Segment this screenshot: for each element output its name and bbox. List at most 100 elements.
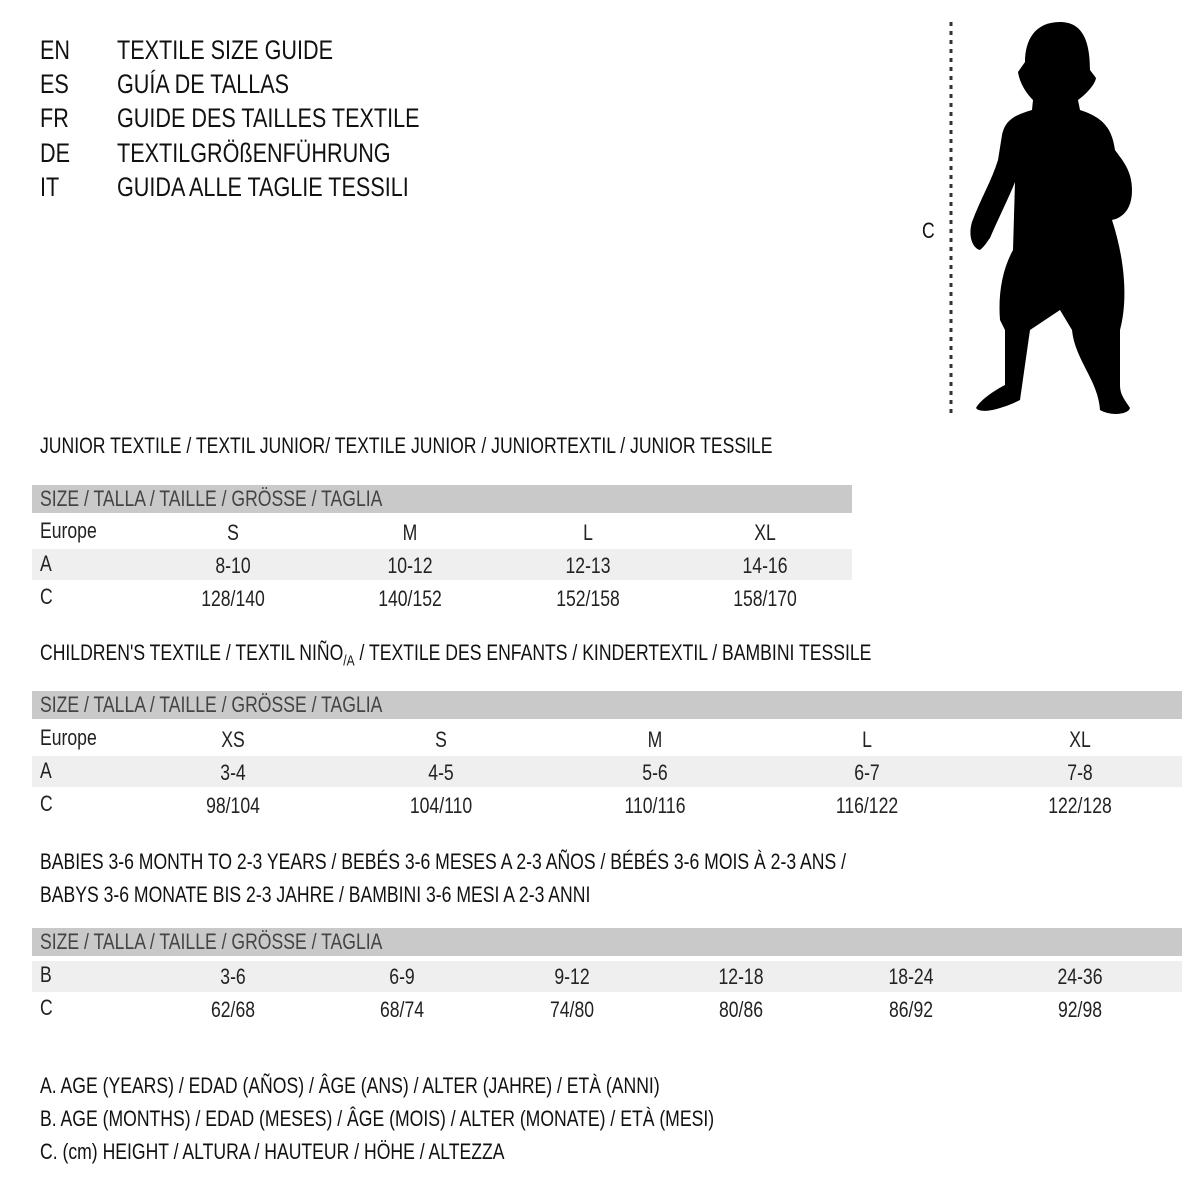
table-cell: L bbox=[583, 520, 600, 546]
lang-code: DE bbox=[40, 138, 78, 168]
cell-text: 86/92 bbox=[888, 997, 934, 1022]
legend-c: C. (cm) HEIGHT / ALTURA / HAUTEUR / HÖHE… bbox=[40, 1139, 621, 1165]
cell-text: 122/128 bbox=[1048, 793, 1112, 818]
cell-text: M bbox=[402, 520, 418, 545]
junior-title-text: JUNIOR TEXTILE / TEXTIL JUNIOR/ TEXTILE … bbox=[40, 433, 773, 458]
lang-title-text: GUÍA DE TALLAS bbox=[117, 69, 290, 99]
cell-text: 158/170 bbox=[733, 586, 797, 611]
cell-text: 5-6 bbox=[642, 760, 668, 785]
cell-text: XS bbox=[221, 727, 245, 752]
cell-text: S bbox=[227, 520, 239, 545]
legend-text: B. AGE (MONTHS) / EDAD (MESES) / ÂGE (MO… bbox=[40, 1106, 715, 1131]
table-cell: 158/170 bbox=[733, 586, 845, 612]
row-label: A bbox=[40, 758, 55, 784]
table-cell: M bbox=[403, 520, 428, 546]
cell-text: L bbox=[583, 520, 593, 545]
cell-text: XL bbox=[1069, 727, 1091, 752]
cell-text: 3-6 bbox=[220, 964, 246, 989]
row-label: C bbox=[40, 584, 56, 610]
legend-b: B. AGE (MONTHS) / EDAD (MESES) / ÂGE (MO… bbox=[40, 1106, 883, 1132]
row-label-text: Europe bbox=[40, 518, 97, 543]
silhouette-shape bbox=[970, 22, 1132, 414]
table-cell: 12-13 bbox=[565, 553, 644, 579]
lang-title: GUIDE DES TAILLES TEXTILE bbox=[117, 103, 495, 133]
cell-text: 18-24 bbox=[888, 964, 934, 989]
lang-title: TEXTILGRÖßENFÜHRUNG bbox=[117, 138, 459, 168]
children-size-header: SIZE / TALLA / TAILLE / GRÖSSE / TAGLIA bbox=[32, 691, 1182, 719]
table-cell: 116/122 bbox=[836, 793, 945, 819]
table-cell: 3-6 bbox=[220, 964, 265, 990]
table-cell: 6-9 bbox=[389, 964, 434, 990]
size-header-text: SIZE / TALLA / TAILLE / GRÖSSE / TAGLIA bbox=[40, 692, 383, 717]
table-cell: 4-5 bbox=[428, 760, 473, 786]
table-cell: 68/74 bbox=[380, 997, 457, 1023]
row-label-text: C bbox=[40, 584, 53, 609]
row-label: Europe bbox=[40, 725, 111, 751]
row-label-text: A bbox=[40, 551, 52, 576]
cell-text: 104/110 bbox=[409, 793, 473, 818]
cell-text: 92/98 bbox=[1057, 997, 1103, 1022]
table-cell: XS bbox=[221, 727, 262, 753]
row-label-text: Europe bbox=[40, 725, 97, 750]
cell-text: 74/80 bbox=[549, 997, 595, 1022]
babies-section-title-2: BABYS 3-6 MONATE BIS 2-3 JAHRE / BAMBINI… bbox=[40, 882, 728, 908]
cell-text: M bbox=[647, 727, 663, 752]
row-stripe bbox=[32, 756, 1182, 787]
children-section-title: CHILDREN'S TEXTILE / TEXTIL NIÑO/A / TEX… bbox=[40, 640, 1079, 674]
row-label-text: C bbox=[40, 791, 53, 816]
cell-text: 12-13 bbox=[565, 553, 611, 578]
table-cell: 14-16 bbox=[742, 553, 821, 579]
table-cell: L bbox=[862, 727, 879, 753]
cell-text: 7-8 bbox=[1067, 760, 1093, 785]
junior-size-header: SIZE / TALLA / TAILLE / GRÖSSE / TAGLIA bbox=[32, 485, 852, 513]
children-title-rest: / TEXTILE DES ENFANTS / KINDERTEXTIL / B… bbox=[354, 640, 872, 665]
cell-text: 6-7 bbox=[854, 760, 880, 785]
table-cell: 92/98 bbox=[1058, 997, 1135, 1023]
table-cell: S bbox=[435, 727, 456, 753]
row-label: Europe bbox=[40, 518, 111, 544]
table-cell: 104/110 bbox=[410, 793, 519, 819]
legend-text: A. AGE (YEARS) / EDAD (AÑOS) / ÂGE (ANS)… bbox=[40, 1073, 660, 1098]
legend-text: C. (cm) HEIGHT / ALTURA / HAUTEUR / HÖHE… bbox=[40, 1139, 505, 1164]
lang-title-text: GUIDE DES TAILLES TEXTILE bbox=[117, 103, 420, 133]
lang-title-text: GUIDA ALLE TAGLIE TESSILI bbox=[117, 172, 409, 202]
lang-title-text: TEXTILE SIZE GUIDE bbox=[117, 35, 334, 65]
table-cell: 24-36 bbox=[1057, 964, 1136, 990]
table-cell: 74/80 bbox=[550, 997, 627, 1023]
cell-text: 152/158 bbox=[556, 586, 620, 611]
table-cell: 12-18 bbox=[718, 964, 797, 990]
lang-code: ES bbox=[40, 69, 76, 99]
table-cell: 98/104 bbox=[206, 793, 300, 819]
children-title-sub: /A bbox=[343, 652, 355, 670]
cell-text: 24-36 bbox=[1057, 964, 1103, 989]
cell-text: 80/86 bbox=[718, 997, 764, 1022]
row-label: B bbox=[40, 962, 55, 988]
row-label: C bbox=[40, 791, 56, 817]
cell-text: S bbox=[435, 727, 447, 752]
cell-text: 9-12 bbox=[554, 964, 590, 989]
table-cell: 7-8 bbox=[1067, 760, 1112, 786]
lang-title: GUÍA DE TALLAS bbox=[117, 69, 332, 99]
height-label: C bbox=[922, 218, 938, 244]
table-cell: 10-12 bbox=[387, 553, 466, 579]
cell-text: 140/152 bbox=[378, 586, 442, 611]
cell-text: 128/140 bbox=[201, 586, 265, 611]
table-cell: 62/68 bbox=[211, 997, 288, 1023]
row-label: A bbox=[40, 551, 55, 577]
cell-text: 14-16 bbox=[742, 553, 788, 578]
junior-section-title: JUNIOR TEXTILE / TEXTIL JUNIOR/ TEXTILE … bbox=[40, 433, 956, 459]
table-cell: M bbox=[648, 727, 673, 753]
table-cell: 18-24 bbox=[888, 964, 967, 990]
table-cell: 5-6 bbox=[642, 760, 687, 786]
cell-text: 8-10 bbox=[215, 553, 251, 578]
table-cell: XL bbox=[1069, 727, 1107, 753]
table-cell: 110/116 bbox=[624, 793, 731, 819]
height-label-text: C bbox=[922, 218, 935, 243]
lang-code-text: FR bbox=[40, 103, 69, 133]
lang-code: FR bbox=[40, 103, 76, 133]
lang-title: TEXTILE SIZE GUIDE bbox=[117, 35, 387, 65]
babies-title-line2: BABYS 3-6 MONATE BIS 2-3 JAHRE / BAMBINI… bbox=[40, 882, 591, 907]
table-cell: 6-7 bbox=[854, 760, 899, 786]
lang-code: EN bbox=[40, 35, 78, 65]
table-cell: 122/128 bbox=[1048, 793, 1160, 819]
